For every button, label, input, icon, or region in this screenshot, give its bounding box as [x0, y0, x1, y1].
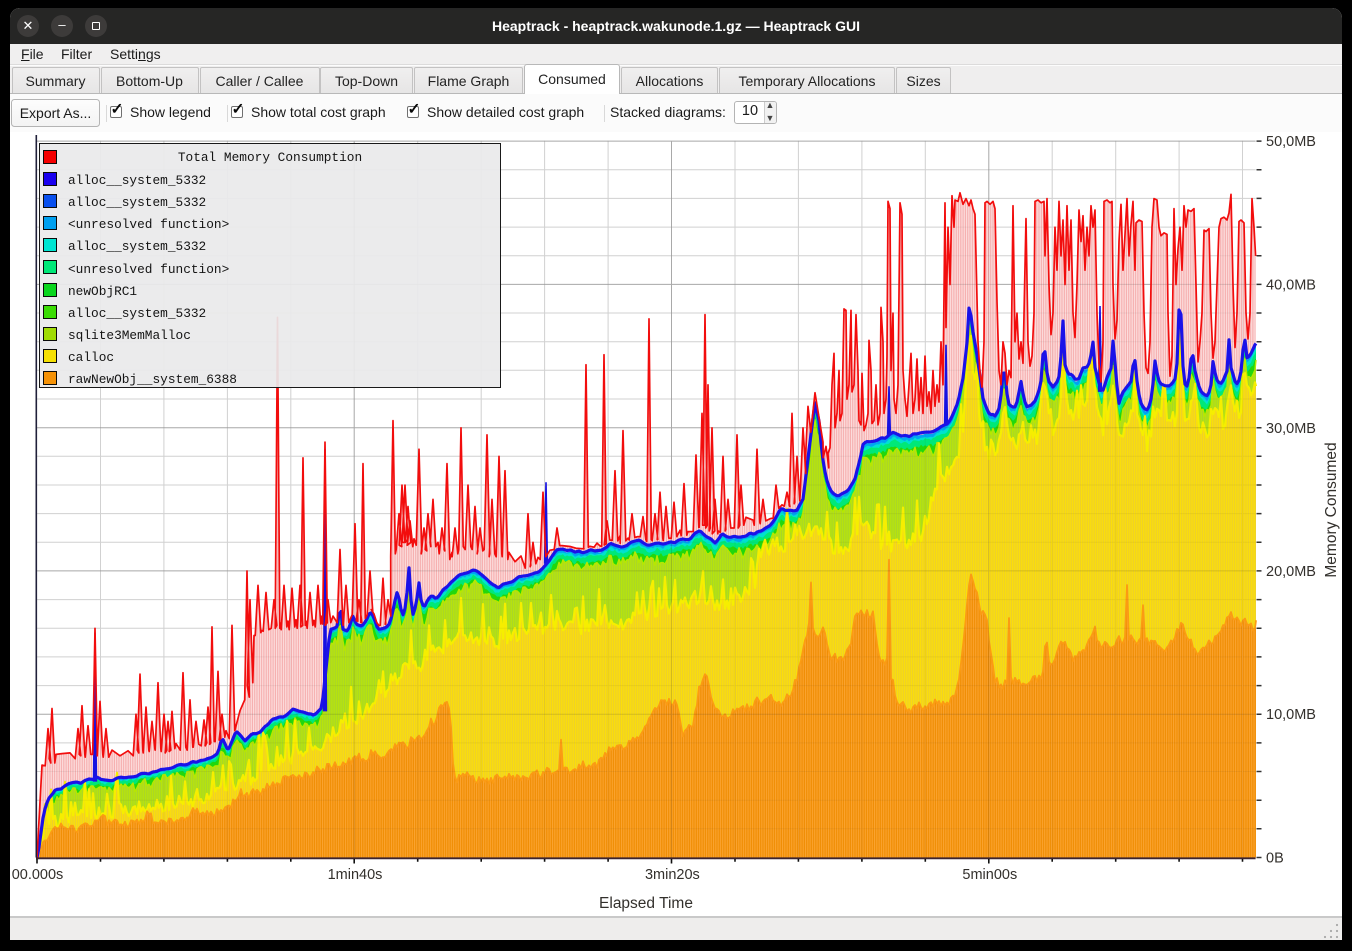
svg-text:40,0MB: 40,0MB	[1266, 278, 1316, 294]
svg-text:00.000s: 00.000s	[12, 867, 64, 883]
svg-text:Elapsed Time: Elapsed Time	[599, 895, 693, 912]
svg-text:0B: 0B	[1266, 851, 1284, 867]
svg-text:3min20s: 3min20s	[645, 867, 700, 883]
svg-text:30,0MB: 30,0MB	[1266, 421, 1316, 437]
svg-text:1min40s: 1min40s	[328, 867, 383, 883]
svg-text:5min00s: 5min00s	[962, 867, 1017, 883]
svg-text:10,0MB: 10,0MB	[1266, 707, 1316, 723]
svg-text:20,0MB: 20,0MB	[1266, 564, 1316, 580]
svg-text:Memory Consumed: Memory Consumed	[1323, 442, 1340, 577]
svg-text:50,0MB: 50,0MB	[1266, 134, 1316, 150]
